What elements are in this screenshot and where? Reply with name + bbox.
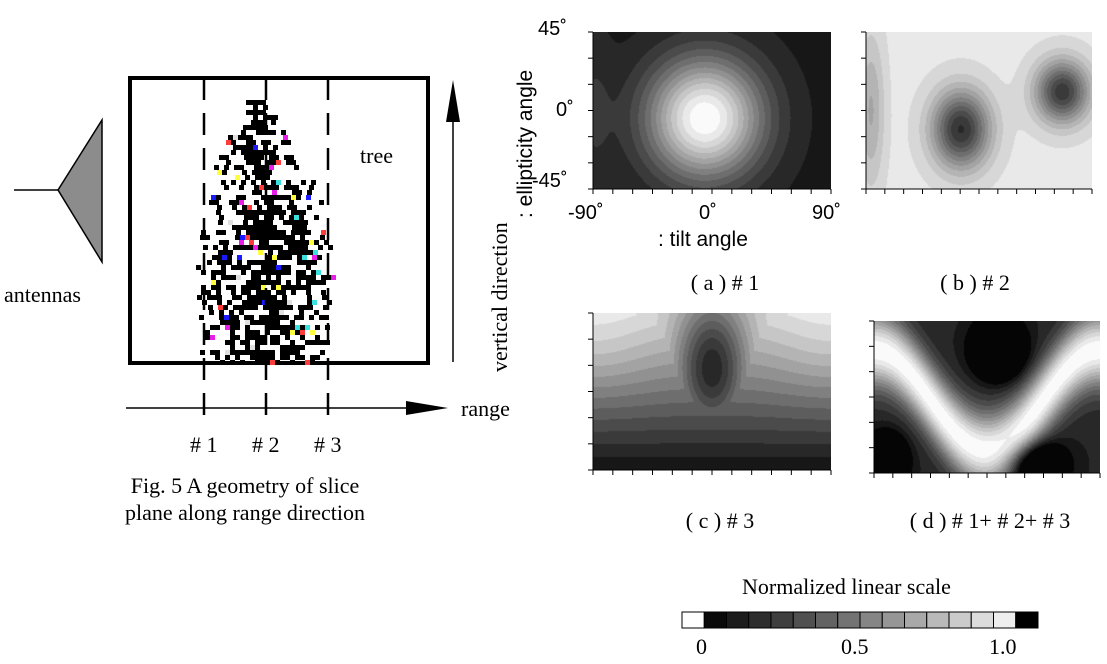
panel-d-heatmap [874,321,1100,473]
panel-d-label: ( d ) # 1+ # 2+ # 3 [909,508,1071,533]
scale-swatch [859,611,883,629]
y-axis-label: : ellipticity angle [514,69,537,218]
scale-tick-1-0: 1.0 [989,634,1017,659]
scale-bar [681,611,1039,629]
scale-swatch [970,611,994,629]
panel-a-heatmap [593,32,831,189]
x-tick-0: 0˚ [699,202,717,224]
scale-swatch [748,611,772,629]
y-tick-0: 0˚ [556,99,574,121]
x-tick-minus90: -90˚ [568,202,604,224]
panel-c-heatmap [593,313,831,470]
x-tick-90: 90˚ [812,202,841,224]
slice-label-3: # 3 [314,432,342,457]
tree-label: tree [360,143,393,168]
range-arrow [126,401,448,415]
scale-tick-0: 0 [696,634,707,659]
scale-title: Normalized linear scale [742,574,951,599]
scale-swatch [703,611,727,629]
scale-swatch [904,611,928,629]
panel-c-label: ( c ) # 3 [685,508,755,533]
scale-swatch [1015,611,1039,629]
scale-swatch [948,611,972,629]
x-axis-label: : tilt angle [658,228,748,251]
figure-caption-line-2: plane along range direction [124,500,366,525]
vertical-arrow [446,80,460,362]
antennas-label: antennas [4,282,81,307]
scale-swatch [770,611,794,629]
y-tick-45: 45˚ [538,18,567,40]
figure-caption-line-1: Fig. 5 A geometry of slice [130,473,360,498]
antenna-icon [14,117,103,265]
scale-tick-0-5: 0.5 [841,634,869,659]
scale-swatch [993,611,1017,629]
scale-swatch [681,611,705,629]
scale-swatch [726,611,750,629]
slice-label-1: # 1 [190,432,218,457]
panel-b-heatmap [866,32,1092,189]
slice-geometry-figure [14,76,460,424]
panel-a-label: ( a ) # 1 [690,270,760,295]
tree-scatter [196,100,336,365]
panel-b-label: ( b ) # 2 [940,270,1010,295]
scale-swatch [815,611,839,629]
y-tick-minus45: -45˚ [532,170,568,192]
scale-swatch [837,611,861,629]
range-label: range [461,396,510,421]
scale-swatch [926,611,950,629]
scale-swatch [881,611,905,629]
slice-label-2: # 2 [252,432,280,457]
scale-swatch [792,611,816,629]
